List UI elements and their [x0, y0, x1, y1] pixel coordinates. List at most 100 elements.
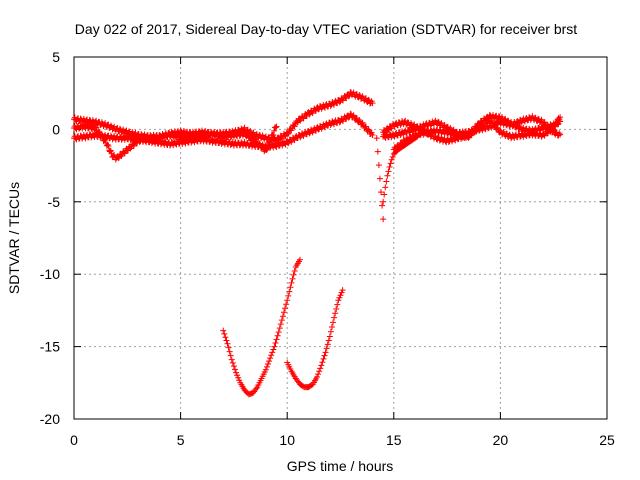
data-point [277, 321, 284, 328]
data-point [491, 121, 498, 128]
data-point [226, 348, 233, 355]
data-point [230, 363, 237, 370]
data-point [289, 275, 296, 282]
data-point [281, 309, 288, 316]
data-point [93, 124, 100, 131]
y-tick-label: -15 [40, 339, 60, 355]
data-point [322, 349, 329, 356]
y-tick-label: -5 [48, 194, 61, 210]
data-point [315, 371, 322, 378]
data-point [365, 126, 372, 133]
data-point [318, 362, 325, 369]
data-point [339, 287, 346, 294]
data-point [381, 191, 388, 198]
axis-ticks: 0 5 10 15 20 25 -20 -15 -10 -5 0 5 [40, 49, 615, 448]
data-point [271, 343, 278, 350]
data-point [380, 198, 387, 205]
data-point [256, 140, 263, 147]
data-point [327, 328, 334, 335]
data-point [323, 345, 330, 352]
data-point [273, 336, 280, 343]
data-point [287, 284, 294, 291]
y-tick-label: 5 [52, 49, 60, 65]
y-tick-label: -20 [40, 411, 60, 427]
data-point [465, 134, 472, 141]
data-point [356, 117, 363, 124]
data-point [222, 334, 229, 341]
data-point [365, 96, 372, 103]
data-point [111, 151, 118, 158]
series-dip-tail [373, 133, 421, 223]
data-point [359, 119, 366, 126]
data-point [105, 143, 112, 150]
data-point [373, 135, 380, 142]
data-point [291, 267, 298, 274]
data-point [107, 147, 114, 154]
data-point [276, 136, 282, 143]
data-point [320, 355, 327, 362]
x-tick-label: 25 [599, 432, 615, 448]
data-point [557, 114, 564, 121]
data-point [336, 294, 343, 301]
data-point [389, 153, 396, 160]
data-point [294, 119, 301, 126]
data-point [338, 289, 345, 296]
data-point [266, 358, 273, 365]
data-point [316, 368, 323, 375]
x-axis-label: GPS time / hours [287, 458, 394, 474]
data-point [231, 366, 238, 373]
data-point [286, 288, 293, 295]
data-point [435, 118, 442, 125]
data-point [274, 332, 281, 339]
data-point [333, 305, 340, 312]
data-point [247, 127, 254, 134]
data-point [413, 134, 420, 141]
data-point [335, 297, 342, 304]
data-point [388, 156, 395, 163]
data-point [272, 124, 279, 131]
data-point [375, 162, 382, 169]
data-point [331, 314, 338, 321]
data-point [285, 130, 292, 137]
data-point [494, 124, 501, 131]
data-point [336, 99, 343, 106]
data-point [288, 279, 295, 286]
data-point [267, 136, 274, 143]
y-tick-label: 0 [52, 121, 60, 137]
data-point [263, 146, 270, 153]
data-point [283, 301, 290, 308]
data-point [477, 124, 484, 131]
data-point [265, 360, 272, 367]
data-point [270, 346, 277, 353]
data-point [325, 337, 332, 344]
data-point [314, 374, 321, 381]
data-point [385, 127, 392, 134]
data-point [266, 139, 273, 146]
data-point [269, 349, 276, 356]
chart-title: Day 022 of 2017, Sidereal Day-to-day VTE… [75, 21, 577, 37]
data-point [337, 292, 344, 299]
data-point [383, 178, 390, 185]
data-point [234, 372, 241, 379]
data-point [387, 160, 394, 167]
x-tick-label: 0 [70, 432, 78, 448]
data-point [553, 120, 560, 127]
data-point [556, 130, 563, 137]
data-point [379, 202, 386, 209]
data-point [247, 133, 254, 140]
data-point [224, 340, 231, 347]
data-point [102, 136, 109, 143]
data-points [71, 89, 564, 398]
data-point [279, 313, 286, 320]
data-point [334, 301, 341, 308]
data-point [291, 123, 298, 130]
data-point [317, 365, 324, 372]
data-point [544, 121, 551, 128]
data-point [262, 366, 269, 373]
data-point [330, 319, 337, 326]
data-point [324, 341, 331, 348]
data-point [332, 310, 339, 317]
x-tick-label: 15 [386, 432, 402, 448]
x-tick-label: 5 [177, 432, 185, 448]
x-tick-label: 10 [279, 432, 295, 448]
